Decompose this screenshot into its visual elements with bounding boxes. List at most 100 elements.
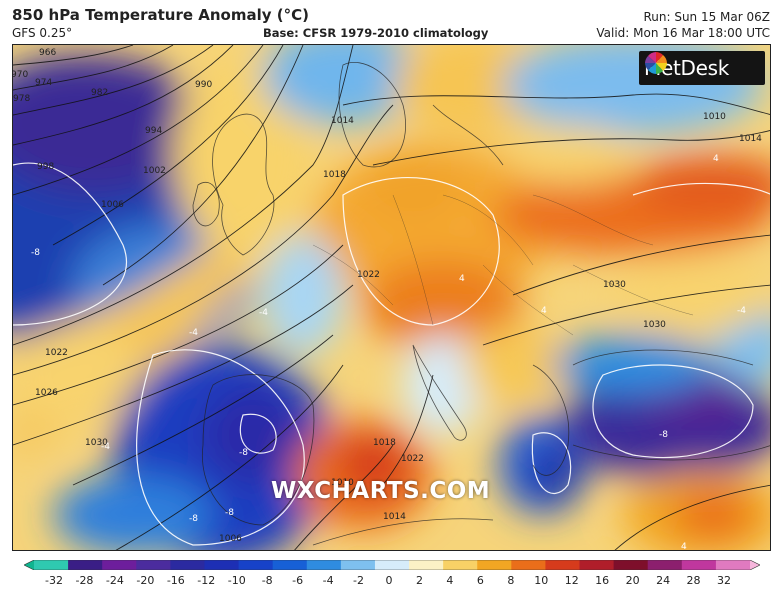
coastlines <box>192 62 770 546</box>
colorbar-segment <box>511 560 546 570</box>
anomaly-label: -4 <box>737 306 746 316</box>
climatology-base-label: Base: CFSR 1979-2010 climatology <box>263 26 489 40</box>
anomaly-map: 966 970 974 978 982 990 994 998 1002 100… <box>12 44 771 551</box>
isobar-label: 1022 <box>357 270 380 280</box>
isobar-label: 1010 <box>703 112 726 122</box>
colorbar-tick-label: -20 <box>136 574 155 587</box>
isobar-label: 990 <box>195 80 212 90</box>
isobar-label: 1030 <box>603 280 626 290</box>
colorbar-extend-low <box>24 560 34 570</box>
colorbar <box>24 560 760 570</box>
colorbar-segment <box>443 560 478 570</box>
isobar-label: 970 <box>13 70 28 80</box>
isobar-label: 1014 <box>383 512 406 522</box>
colorbar-tick-label: 0 <box>385 574 393 587</box>
colorbar-ticks: -32 -28 -24 -20 -16 -12 -10 -8 -6 -4 -2 0 2 4 6 8 10 12 16… <box>24 574 760 590</box>
colorbar-segment <box>374 560 410 570</box>
anomaly-label: 4 <box>713 154 719 164</box>
isobar-label: 1030 <box>85 438 108 448</box>
colorbar-tick-label: 6 <box>476 574 484 587</box>
isobar-label: 966 <box>39 48 56 58</box>
metdesk-logo: MetDesk <box>639 51 765 85</box>
colorbar-segment <box>545 560 581 570</box>
colorbar-tick-label: -28 <box>75 574 94 587</box>
colorbar-tick-label: 12 <box>564 574 579 587</box>
colorbar-tick-label: 8 <box>507 574 515 587</box>
isobar-label: 1026 <box>35 388 58 398</box>
anomaly-label: -4 <box>259 308 268 318</box>
anomaly-label: -4 <box>189 328 198 338</box>
colorbar-segment <box>170 560 205 570</box>
colorbar-tick-label: -32 <box>45 574 63 587</box>
colorbar-segment <box>306 560 342 570</box>
colorbar-tick-label: 32 <box>717 574 731 587</box>
isobar-label: 1002 <box>143 166 166 176</box>
anomaly-label: -8 <box>225 508 234 518</box>
colorbar-tick-label: 20 <box>625 574 640 587</box>
isobar-label: 1022 <box>401 454 424 464</box>
colorbar-tick-label: -24 <box>105 574 124 587</box>
isobar-label: 978 <box>13 94 30 104</box>
colorbar-segment <box>409 560 444 570</box>
colorbar-tick-label: 4 <box>446 574 454 587</box>
colorbar-extend-high <box>750 560 760 570</box>
colorbar-segment <box>272 560 308 570</box>
run-time-label: Run: Sun 15 Mar 06Z <box>643 10 770 24</box>
colorbar-tick-label: -6 <box>292 574 304 587</box>
metdesk-pinwheel-icon <box>645 52 667 74</box>
isobar-label-group: 966 970 974 978 982 990 994 998 1002 100… <box>13 48 762 544</box>
isobar-label: 982 <box>91 88 108 98</box>
colorbar-tick-label: 16 <box>595 574 610 587</box>
colorbar-segment <box>715 560 751 570</box>
colorbar-tick-label: -8 <box>261 574 273 587</box>
colorbar-segment <box>681 560 717 570</box>
colorbar-tick-label: -12 <box>197 574 216 587</box>
isobar-lines <box>13 45 770 550</box>
colorbar-segment <box>579 560 615 570</box>
colorbar-tick-label: 24 <box>656 574 671 587</box>
isobar-label: 974 <box>35 78 52 88</box>
anomaly-contours <box>13 162 770 546</box>
isobar-label: 1010 <box>331 478 354 488</box>
isobar-label: 1018 <box>373 438 396 448</box>
anomaly-label: -8 <box>189 514 198 524</box>
anomaly-label: -8 <box>659 430 668 440</box>
isobar-label: 1022 <box>45 348 68 358</box>
valid-time-label: Valid: Mon 16 Mar 18:00 UTC <box>596 26 770 40</box>
anomaly-label: 4 <box>459 274 465 284</box>
anomaly-label: 4 <box>541 306 547 316</box>
colorbar-segment <box>68 560 103 570</box>
map-canvas: 966 970 974 978 982 990 994 998 1002 100… <box>13 45 770 551</box>
colorbar-segment <box>34 560 69 570</box>
anomaly-label: -8 <box>31 248 40 258</box>
isobar-label: 1006 <box>101 200 124 210</box>
colorbar-segment <box>477 560 512 570</box>
wxcharts-watermark: WXCHARTS.COM <box>271 478 491 504</box>
colorbar-tick-label: -16 <box>166 574 185 587</box>
isobar-label: 1006 <box>219 534 242 544</box>
anomaly-label: -4 <box>101 442 110 452</box>
isobar-label: 1018 <box>323 170 346 180</box>
colorbar-tick-label: -10 <box>227 574 246 587</box>
colorbar-tick-label: -4 <box>322 574 334 587</box>
isobar-label: 1030 <box>643 320 666 330</box>
colorbar-segment <box>238 560 274 570</box>
colorbar-segment <box>340 560 376 570</box>
isobar-label: 998 <box>37 162 54 172</box>
colorbar-segment <box>613 560 649 570</box>
colorbar-segment <box>102 560 137 570</box>
colorbar-segment <box>204 560 240 570</box>
colorbar-tick-label: 10 <box>534 574 549 587</box>
isobar-label: 1014 <box>331 116 354 126</box>
colorbar-tick-label: 28 <box>686 574 701 587</box>
model-label: GFS 0.25° <box>12 26 73 40</box>
anomaly-label: -8 <box>239 448 248 458</box>
isobar-label: 994 <box>145 126 162 136</box>
colorbar-segment <box>647 560 683 570</box>
colorbar-segment <box>136 560 171 570</box>
anomaly-label-group: -8 -4 -4 -4 -8 -8 -8 4 4 4 -8 4 -4 <box>31 154 746 551</box>
anomaly-label: 4 <box>681 542 687 551</box>
colorbar-tick-label: -2 <box>353 574 365 587</box>
chart-title: 850 hPa Temperature Anomaly (°C) <box>12 6 309 24</box>
isobar-label: 1014 <box>739 134 762 144</box>
